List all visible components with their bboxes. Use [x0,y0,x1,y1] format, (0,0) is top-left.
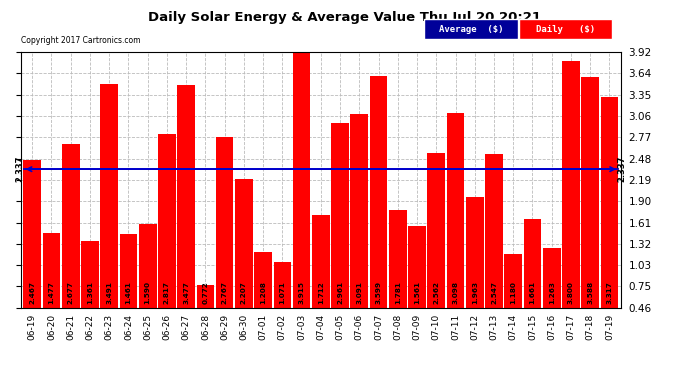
Bar [543,248,560,341]
Bar [312,215,330,341]
Bar [408,226,426,341]
Bar [235,179,253,341]
Text: 1.208: 1.208 [260,281,266,304]
Text: 2.562: 2.562 [433,281,440,304]
Text: 3.098: 3.098 [453,281,459,304]
Text: 2.207: 2.207 [241,281,247,304]
Text: 1.561: 1.561 [414,281,420,304]
Bar [139,224,157,341]
Text: 1.477: 1.477 [48,281,55,304]
Text: 1.661: 1.661 [529,281,535,304]
Bar [389,210,406,341]
Text: 2.961: 2.961 [337,281,343,304]
Text: 3.317: 3.317 [607,281,613,304]
Text: 3.491: 3.491 [106,281,112,304]
Text: 3.599: 3.599 [375,281,382,304]
Text: 2.337: 2.337 [618,156,627,182]
Bar [81,241,99,341]
Text: 1.071: 1.071 [279,281,286,304]
Text: Copyright 2017 Cartronics.com: Copyright 2017 Cartronics.com [21,36,140,45]
Text: 2.547: 2.547 [491,281,497,304]
Text: Average  ($): Average ($) [439,25,503,34]
Bar [504,254,522,341]
Text: 1.361: 1.361 [87,281,93,304]
Bar [446,113,464,341]
Text: 2.817: 2.817 [164,281,170,304]
Bar [370,76,387,341]
Bar [100,84,118,341]
Text: 2.467: 2.467 [29,281,35,304]
Text: 3.091: 3.091 [356,281,362,304]
Text: 2.337: 2.337 [15,156,24,182]
Bar [582,77,599,341]
Text: 3.477: 3.477 [183,281,189,304]
Text: 1.963: 1.963 [472,281,477,304]
Text: 1.180: 1.180 [510,281,516,304]
Bar [293,53,310,341]
Text: Daily Solar Energy & Average Value Thu Jul 20 20:21: Daily Solar Energy & Average Value Thu J… [148,11,542,24]
Bar [119,234,137,341]
Text: 2.767: 2.767 [221,281,228,304]
Bar [43,232,60,341]
Bar [216,138,233,341]
Text: 3.915: 3.915 [299,281,304,304]
Bar [427,153,445,341]
Bar [466,197,484,341]
Bar [273,262,291,341]
Bar [23,160,41,341]
Text: 1.781: 1.781 [395,281,401,304]
Bar [524,219,542,341]
Bar [62,144,79,341]
Text: 1.590: 1.590 [145,281,150,304]
Text: 3.800: 3.800 [568,281,574,304]
Bar [158,134,176,341]
Bar [485,154,503,341]
Text: 1.263: 1.263 [549,281,555,304]
Bar [351,114,368,341]
Text: 3.588: 3.588 [587,281,593,304]
Bar [331,123,349,341]
Bar [255,252,272,341]
Bar [600,97,618,341]
Text: 2.677: 2.677 [68,281,74,304]
Bar [562,62,580,341]
Bar [197,285,215,341]
Text: 1.712: 1.712 [318,281,324,304]
Text: Daily   ($): Daily ($) [536,25,595,34]
Bar [177,85,195,341]
Text: 0.772: 0.772 [202,281,208,304]
Text: 1.461: 1.461 [126,281,132,304]
